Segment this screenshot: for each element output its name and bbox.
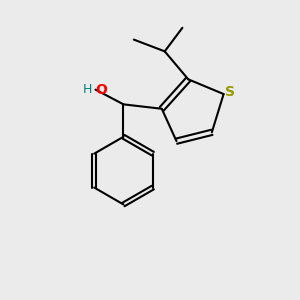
Text: S: S — [225, 85, 235, 99]
Text: O: O — [95, 82, 107, 97]
Text: H: H — [82, 83, 92, 96]
